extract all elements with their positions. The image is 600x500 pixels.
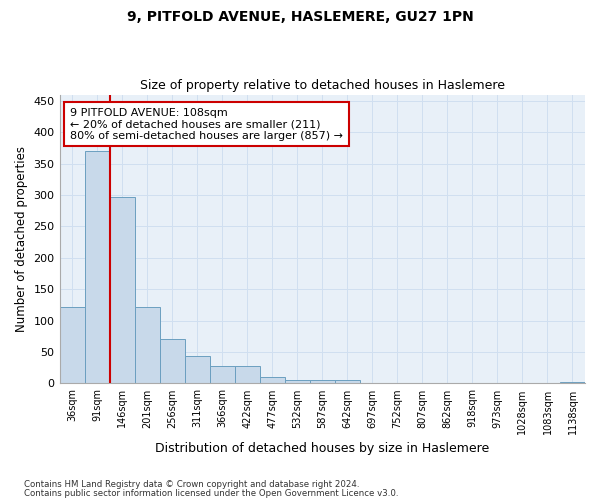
Bar	[285, 380, 310, 384]
Bar	[260, 377, 285, 384]
Bar	[485, 383, 510, 384]
X-axis label: Distribution of detached houses by size in Haslemere: Distribution of detached houses by size …	[155, 442, 490, 455]
Bar	[110, 197, 134, 384]
Y-axis label: Number of detached properties: Number of detached properties	[15, 146, 28, 332]
Bar	[185, 356, 209, 384]
Bar	[134, 307, 160, 384]
Bar	[335, 380, 360, 384]
Bar	[85, 151, 110, 384]
Bar	[209, 366, 235, 384]
Text: Contains public sector information licensed under the Open Government Licence v3: Contains public sector information licen…	[24, 489, 398, 498]
Text: Contains HM Land Registry data © Crown copyright and database right 2024.: Contains HM Land Registry data © Crown c…	[24, 480, 359, 489]
Bar	[235, 366, 260, 384]
Text: 9 PITFOLD AVENUE: 108sqm
← 20% of detached houses are smaller (211)
80% of semi-: 9 PITFOLD AVENUE: 108sqm ← 20% of detach…	[70, 108, 343, 141]
Text: 9, PITFOLD AVENUE, HASLEMERE, GU27 1PN: 9, PITFOLD AVENUE, HASLEMERE, GU27 1PN	[127, 10, 473, 24]
Bar	[160, 340, 185, 384]
Title: Size of property relative to detached houses in Haslemere: Size of property relative to detached ho…	[140, 79, 505, 92]
Bar	[59, 307, 85, 384]
Bar	[560, 382, 585, 384]
Bar	[310, 380, 335, 384]
